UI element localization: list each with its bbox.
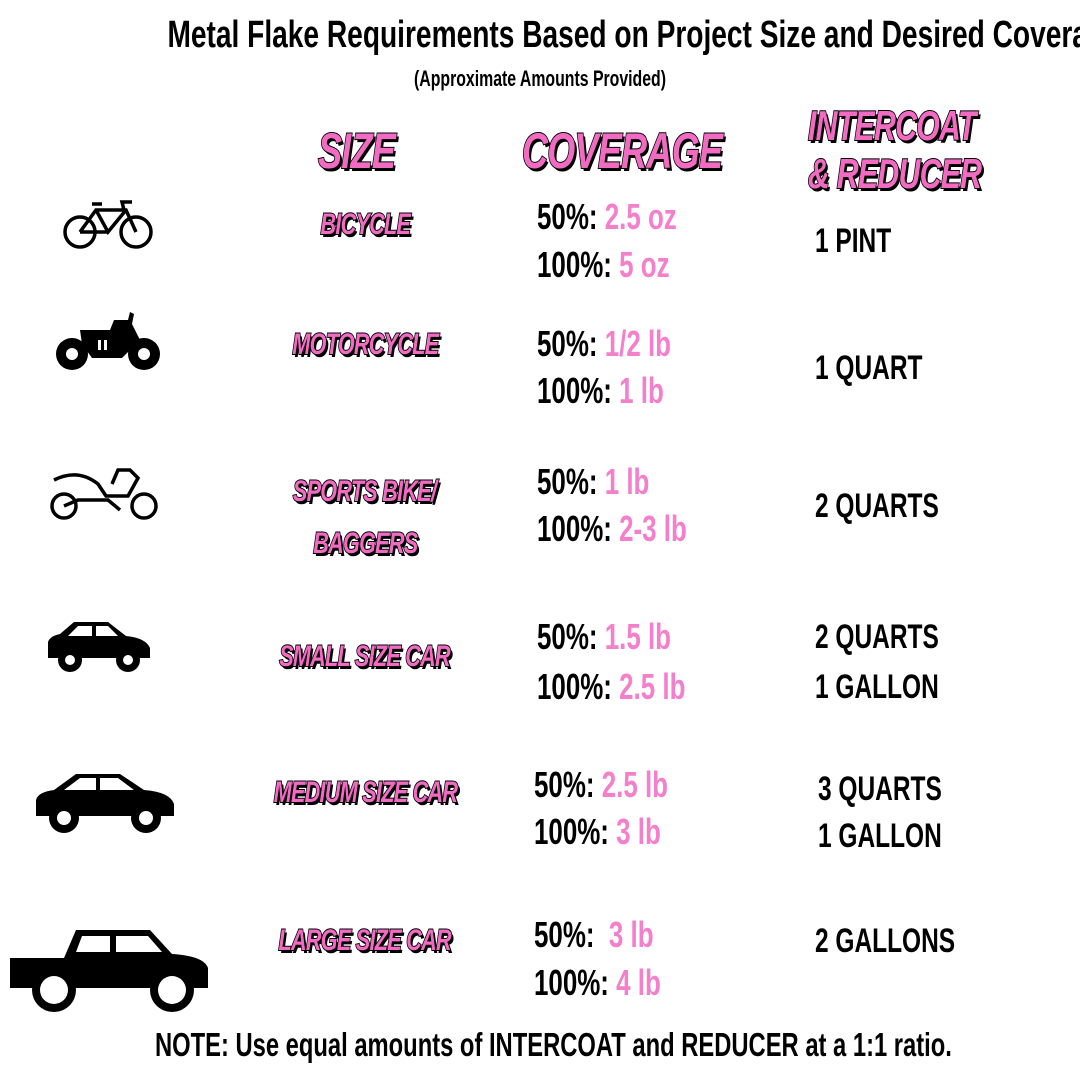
coverage-50-bicycle: 50%: 2.5 oz [537,196,677,237]
coverage-50-medium-car: 50%: 2.5 lb [534,764,668,805]
coverage-100-motorcycle: 100%: 1 lb [537,370,664,411]
coverage-100-small-car: 100%: 2.5 lb [537,666,686,707]
footer-note: NOTE: Use equal amounts of INTERCOAT and… [154,1026,952,1063]
size-medium-car: MEDIUM SIZE CAR [272,775,458,810]
page-title: Metal Flake Requirements Based on Projec… [167,14,1080,56]
subtitle: (Approximate Amounts Provided) [414,66,666,91]
coverage-50-small-car: 50%: 1.5 lb [537,616,671,657]
size-bicycle: BICYCLE [319,207,411,242]
header-size: SIZE [317,122,396,180]
sports-bike-icon [50,468,158,520]
coverage-100-medium-car: 100%: 3 lb [534,811,661,852]
size-motorcycle: MOTORCYCLE [291,327,439,362]
intercoat-motorcycle: 1 QUART [815,349,923,387]
intercoat-bicycle: 1 PINT [815,222,892,260]
intercoat-small-car-1: 2 QUARTS [815,618,939,656]
small-car-icon [48,622,150,672]
bicycle-icon [63,200,153,249]
header-coverage: COVERAGE [521,122,723,180]
size-small-car: SMALL SIZE CAR [279,639,452,674]
coverage-50-large-car: 50%: 3 lb [534,914,654,955]
coverage-100-sports-bike: 100%: 2-3 lb [537,508,687,549]
intercoat-large-car: 2 GALLONS [815,922,956,960]
intercoat-medium-car-2: 1 GALLON [818,817,942,855]
intercoat-sports-bike: 2 QUARTS [815,487,939,525]
medium-car-icon [36,774,174,833]
coverage-50-motorcycle: 50%: 1/2 lb [537,323,671,364]
coverage-100-large-car: 100%: 4 lb [534,962,661,1003]
coverage-100-bicycle: 100%: 5 oz [537,244,670,285]
intercoat-small-car-2: 1 GALLON [815,668,939,706]
intercoat-medium-car-1: 3 QUARTS [818,770,942,808]
size-large-car: LARGE SIZE CAR [278,923,453,958]
header-intercoat: INTERCOAT & REDUCER [807,101,982,198]
pickup-truck-icon [10,930,208,1012]
coverage-50-sports-bike: 50%: 1 lb [537,461,650,502]
motorcycle-icon [56,312,160,370]
size-sports-bike: SPORTS BIKE/BAGGERS [293,474,439,561]
